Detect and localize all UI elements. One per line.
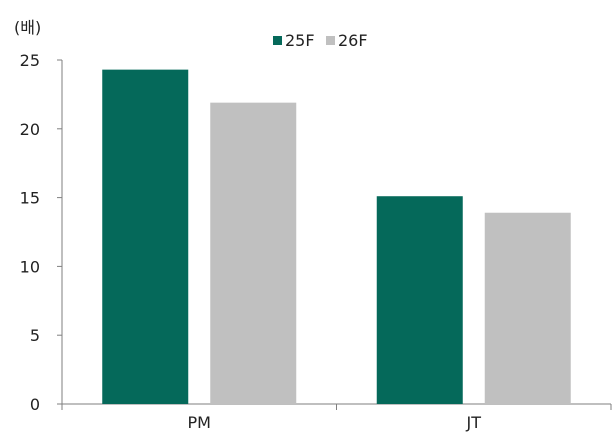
x-category-label: PM bbox=[188, 413, 211, 432]
y-tick-label: 0 bbox=[30, 395, 40, 414]
bar-26F-PM bbox=[210, 102, 297, 404]
labels-layer: 0 5 10 15 20 25 PM JT bbox=[20, 51, 482, 432]
x-category-label: JT bbox=[466, 413, 482, 432]
y-tick-label: 25 bbox=[20, 51, 40, 70]
y-axis-unit-label: (배) bbox=[14, 18, 41, 37]
legend: 25F 26F bbox=[273, 31, 368, 50]
legend-swatch-25F bbox=[273, 36, 282, 45]
bar-26F-JT bbox=[484, 212, 571, 404]
legend-label-26F: 26F bbox=[338, 31, 368, 50]
bar-25F-JT bbox=[376, 196, 463, 404]
y-tick-label: 15 bbox=[20, 189, 40, 208]
y-tick-label: 20 bbox=[20, 120, 40, 139]
bars-layer bbox=[102, 69, 571, 404]
y-tick-label: 5 bbox=[30, 326, 40, 345]
y-tick-label: 10 bbox=[20, 257, 40, 276]
legend-label-25F: 25F bbox=[285, 31, 315, 50]
bar-25F-PM bbox=[102, 69, 189, 404]
legend-swatch-26F bbox=[326, 36, 335, 45]
